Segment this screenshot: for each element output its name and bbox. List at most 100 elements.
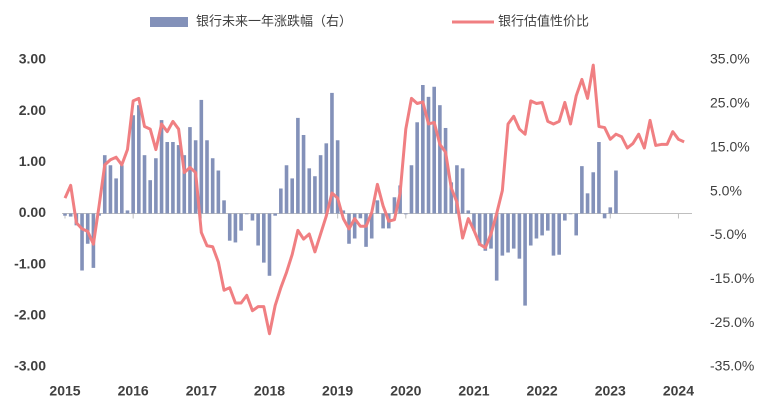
bar bbox=[188, 127, 192, 214]
bar bbox=[602, 213, 607, 219]
bar bbox=[307, 168, 312, 214]
bar bbox=[443, 127, 448, 214]
bar bbox=[85, 213, 90, 244]
bar bbox=[364, 213, 368, 247]
bar bbox=[426, 96, 431, 214]
bar bbox=[466, 210, 471, 214]
bar bbox=[239, 213, 243, 231]
bar bbox=[477, 213, 482, 246]
bar bbox=[528, 213, 533, 246]
bar bbox=[358, 213, 363, 219]
bar bbox=[176, 145, 181, 214]
bar bbox=[148, 180, 152, 214]
bar bbox=[523, 213, 527, 306]
bar bbox=[290, 178, 294, 214]
bar bbox=[352, 213, 357, 239]
bar bbox=[142, 155, 147, 214]
bar bbox=[159, 120, 164, 214]
bar bbox=[227, 213, 232, 241]
bar bbox=[369, 213, 374, 239]
y-tick-label: 1.00 bbox=[19, 153, 46, 169]
y2-tick-label: -25.0% bbox=[710, 314, 754, 330]
bar bbox=[568, 213, 573, 215]
bar bbox=[421, 84, 425, 214]
bar bbox=[375, 200, 380, 214]
legend-swatch bbox=[150, 17, 188, 27]
bar bbox=[165, 142, 170, 214]
x-tick-label: 2017 bbox=[186, 383, 217, 399]
bar bbox=[392, 197, 397, 214]
bar bbox=[296, 117, 300, 214]
line bbox=[63, 63, 685, 336]
bar bbox=[438, 105, 442, 214]
bar bbox=[199, 99, 204, 214]
bar bbox=[494, 213, 499, 281]
bar bbox=[563, 213, 567, 221]
y-tick-label: 0.00 bbox=[19, 204, 46, 220]
bar bbox=[585, 193, 590, 214]
bar bbox=[540, 213, 544, 236]
bar bbox=[614, 170, 618, 214]
bar bbox=[483, 213, 488, 251]
x-tick-label: 2022 bbox=[527, 383, 558, 399]
bar bbox=[250, 213, 255, 221]
bar bbox=[279, 188, 283, 214]
bar bbox=[580, 166, 584, 214]
y2-tick-label: 35.0% bbox=[710, 51, 750, 67]
bar bbox=[137, 105, 141, 214]
bar bbox=[341, 210, 346, 214]
bar bbox=[284, 165, 289, 214]
y-tick-label: -2.00 bbox=[14, 307, 46, 323]
bar bbox=[404, 213, 408, 215]
bar bbox=[597, 142, 601, 214]
legend-label: 银行未来一年涨跌幅（右） bbox=[196, 14, 352, 30]
y-tick-label: -3.00 bbox=[14, 358, 46, 374]
bar bbox=[460, 168, 465, 214]
bar bbox=[114, 178, 118, 214]
bar bbox=[125, 210, 130, 214]
bar bbox=[318, 155, 323, 214]
bar bbox=[102, 155, 107, 214]
x-tick-label: 2020 bbox=[390, 383, 421, 399]
bar bbox=[267, 213, 272, 276]
y2-tick-label: 25.0% bbox=[710, 95, 750, 111]
y-tick-label: 3.00 bbox=[19, 51, 46, 67]
bar bbox=[517, 213, 522, 259]
y2-tick-label: 5.0% bbox=[710, 182, 742, 198]
bar bbox=[131, 115, 135, 214]
bar bbox=[301, 134, 306, 214]
bar bbox=[154, 158, 158, 214]
bar bbox=[415, 122, 419, 214]
bar bbox=[108, 165, 113, 214]
bar bbox=[472, 213, 476, 231]
bar bbox=[608, 207, 613, 214]
bar bbox=[534, 213, 539, 239]
bar bbox=[63, 213, 67, 216]
bar bbox=[244, 213, 249, 215]
bar bbox=[455, 165, 459, 214]
bar bbox=[222, 200, 226, 214]
bar bbox=[574, 213, 578, 236]
x-tick-label: 2015 bbox=[49, 383, 80, 399]
legend-label: 银行估值性价比 bbox=[498, 14, 589, 30]
x-tick-label: 2019 bbox=[322, 383, 353, 399]
bar bbox=[591, 172, 596, 214]
bar bbox=[120, 165, 124, 214]
bar bbox=[500, 213, 505, 256]
x-tick-label: 2023 bbox=[595, 383, 626, 399]
bar bbox=[313, 176, 317, 214]
bar bbox=[182, 155, 187, 214]
y2-tick-label: -35.0% bbox=[710, 358, 754, 374]
bar bbox=[330, 92, 334, 214]
bar bbox=[432, 86, 436, 214]
y-tick-label: 2.00 bbox=[19, 102, 46, 118]
x-tick-label: 2021 bbox=[458, 383, 489, 399]
x-tick-label: 2024 bbox=[663, 383, 694, 399]
bar bbox=[449, 182, 454, 214]
y2-tick-label: -5.0% bbox=[710, 226, 747, 242]
bar bbox=[216, 170, 221, 214]
bar bbox=[273, 213, 277, 216]
bar bbox=[546, 213, 550, 231]
bar bbox=[68, 213, 73, 217]
